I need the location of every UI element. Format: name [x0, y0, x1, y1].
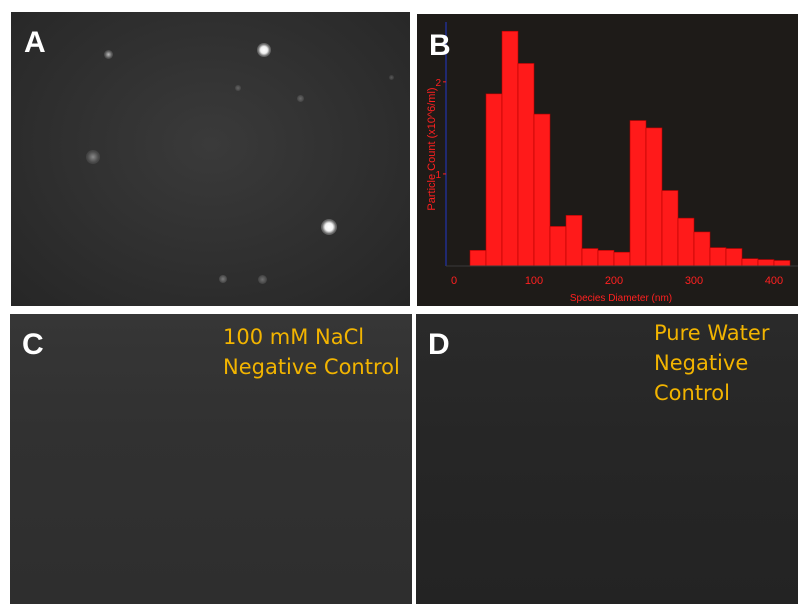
histogram-bar: [485, 93, 503, 267]
y-axis-label: Particle Count (x10^6/ml): [426, 87, 438, 210]
histogram-bar: [757, 259, 775, 267]
particle: [321, 219, 337, 235]
particle: [297, 95, 304, 102]
histogram-bar: [501, 30, 519, 267]
x-tick-label: 300: [685, 275, 703, 287]
histogram-bar: [517, 63, 535, 267]
panel-d-image: D Pure Water Negative Control: [416, 314, 798, 604]
particle: [219, 275, 227, 283]
x-tick-label: 0: [451, 275, 457, 287]
x-tick-label: 200: [605, 275, 623, 287]
panel-letter-c: C: [22, 328, 44, 361]
particle: [104, 50, 113, 59]
particle: [258, 275, 267, 284]
particle: [86, 150, 100, 164]
y-tick-label: 2: [435, 78, 441, 89]
histogram-bar: [549, 226, 567, 267]
particle: [389, 75, 394, 80]
particle: [257, 43, 271, 57]
histogram-bar: [741, 258, 759, 267]
particle: [235, 85, 241, 91]
label-line: Negative: [654, 351, 749, 375]
label-line: Negative Control: [223, 355, 400, 379]
x-tick-labels: 0 100 200 300 400: [451, 275, 783, 287]
histogram-bar: [613, 251, 631, 267]
histogram-bar: [677, 217, 695, 267]
panel-c-image: C 100 mM NaCl Negative Control: [10, 314, 412, 604]
histogram-bar: [629, 120, 647, 267]
histogram-chart: 0 100 200 300 400 12 Species Diameter (nm) P…: [426, 22, 798, 304]
bars-group: [469, 30, 791, 267]
histogram-bar: [709, 247, 727, 267]
panel-a-image: A: [11, 12, 410, 306]
label-line: Control: [654, 381, 730, 405]
x-axis-label: Species Diameter (nm): [570, 293, 672, 304]
panel-d-label: Pure Water Negative Control: [654, 318, 769, 408]
histogram-bar: [581, 248, 599, 267]
histogram-bar: [693, 231, 711, 267]
histogram-bar: [565, 215, 583, 267]
x-tick-label: 400: [765, 275, 783, 287]
x-tick-label: 100: [525, 275, 543, 287]
label-line: 100 mM NaCl: [223, 325, 365, 349]
histogram-bar: [469, 250, 487, 267]
y-tick-label: 1: [435, 170, 441, 181]
panel-letter-b: B: [429, 29, 451, 62]
histogram-bar: [773, 260, 791, 267]
panel-letter-a: A: [24, 26, 46, 59]
histogram-bar: [725, 248, 743, 267]
histogram-bar: [661, 190, 679, 267]
panel-c-label: 100 mM NaCl Negative Control: [223, 322, 400, 382]
y-tick-labels: 12: [435, 78, 446, 181]
histogram-bar: [597, 250, 615, 267]
histogram-bar: [645, 127, 663, 267]
panel-letter-d: D: [428, 328, 450, 361]
histogram-bar: [533, 113, 551, 267]
label-line: Pure Water: [654, 321, 770, 345]
